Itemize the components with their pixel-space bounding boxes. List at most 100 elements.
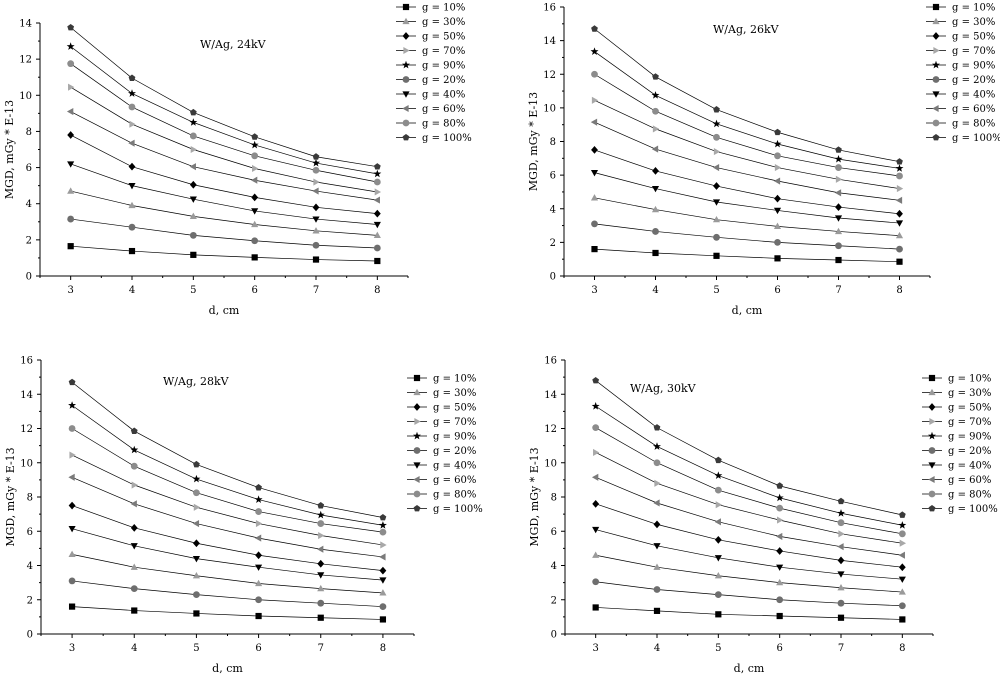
- series-line: [72, 606, 383, 620]
- data-point-marker: [651, 145, 659, 153]
- data-point-marker: [653, 563, 661, 570]
- data-point-marker: [774, 163, 782, 172]
- series-line: [595, 452, 903, 544]
- series-line: [70, 218, 378, 249]
- data-point-marker: [714, 456, 722, 464]
- legend-item: g = 50%: [922, 403, 991, 414]
- legend-marker: [933, 46, 940, 55]
- data-point-marker: [255, 484, 262, 491]
- legend-label: g = 70%: [948, 417, 991, 428]
- legend-item: g = 60%: [922, 475, 991, 486]
- legend-marker: [402, 91, 410, 98]
- data-point-marker: [776, 596, 784, 604]
- legend-item: g = 40%: [926, 90, 995, 101]
- chart-title: W/Ag, 28kV: [163, 375, 230, 388]
- legend-marker: [928, 388, 936, 396]
- data-point-marker: [653, 543, 661, 550]
- y-tick-label: 8: [27, 493, 33, 504]
- legend-item: g = 20%: [407, 446, 476, 457]
- series-line: [71, 428, 383, 533]
- data-point-marker: [130, 500, 137, 508]
- data-point-marker: [67, 23, 75, 31]
- data-point-marker: [317, 584, 325, 592]
- data-point-marker: [835, 256, 842, 264]
- data-point-marker: [837, 543, 844, 551]
- chart-panel-2: 0 2 4 6 8 10 12 14 16 3 4 5 6 7 8 d, cm MGD, mGy * E-13 W…: [527, 3, 1000, 318]
- data-point-marker: [898, 588, 906, 595]
- legend-label: g = 40%: [948, 461, 991, 472]
- series-1: [591, 246, 903, 265]
- data-point-marker: [774, 238, 781, 246]
- data-point-marker: [250, 140, 259, 149]
- legend-label: g = 90%: [433, 432, 476, 443]
- legend-label: g = 100%: [948, 504, 998, 515]
- series-5: [590, 47, 904, 172]
- data-point-marker: [775, 532, 783, 540]
- legend-item: g = 50%: [407, 403, 476, 414]
- legend-item: g = 50%: [396, 32, 465, 43]
- series-line: [71, 405, 383, 526]
- series-line: [594, 172, 900, 224]
- series-10: [67, 23, 381, 170]
- data-point-marker: [590, 47, 599, 55]
- data-point-marker: [312, 256, 320, 263]
- legend-label: g = 40%: [422, 90, 465, 101]
- data-point-marker: [898, 521, 907, 529]
- data-point-marker: [592, 578, 600, 586]
- legend-label: g = 50%: [948, 403, 991, 414]
- data-point-marker: [193, 539, 200, 548]
- legend-marker: [928, 403, 936, 411]
- legend-label: g = 60%: [952, 104, 995, 115]
- data-point-marker: [652, 228, 659, 235]
- legend-item: g = 80%: [926, 119, 995, 130]
- data-point-marker: [654, 479, 661, 487]
- data-point-marker: [837, 599, 845, 607]
- legend-label: g = 20%: [422, 75, 465, 86]
- y-tick-label: 8: [26, 127, 32, 138]
- series-2: [67, 187, 381, 238]
- legend-marker: [932, 133, 940, 141]
- series-2: [592, 551, 906, 595]
- data-point-marker: [591, 402, 600, 410]
- data-point-marker: [895, 164, 904, 172]
- data-point-marker: [712, 163, 720, 172]
- y-tick-label: 10: [543, 103, 556, 114]
- data-point-marker: [251, 220, 259, 228]
- series-line: [595, 476, 903, 556]
- series-line: [71, 476, 383, 558]
- data-point-marker: [896, 245, 903, 253]
- legend-marker: [402, 3, 410, 11]
- data-point-marker: [713, 252, 720, 259]
- data-point-marker: [251, 193, 259, 202]
- series-line: [595, 503, 903, 568]
- chart-title: W/Ag, 26kV: [713, 23, 780, 36]
- legend-item: g = 60%: [396, 104, 465, 115]
- legend-label: g = 30%: [422, 17, 465, 28]
- data-point-marker: [592, 424, 600, 432]
- y-axis-title: MGD, mGy * E-13: [527, 92, 540, 191]
- legend-label: g = 20%: [952, 75, 995, 86]
- data-point-marker: [835, 146, 842, 153]
- data-point-marker: [130, 445, 139, 454]
- data-point-marker: [374, 188, 382, 196]
- data-point-marker: [67, 60, 75, 68]
- series-1: [68, 603, 387, 623]
- data-point-marker: [251, 152, 259, 160]
- series-9: [592, 424, 906, 538]
- x-tick-label: 4: [129, 285, 135, 296]
- data-point-marker: [67, 161, 75, 168]
- series-line: [72, 580, 383, 607]
- data-point-marker: [130, 462, 138, 470]
- data-point-marker: [714, 471, 723, 479]
- x-tick-label: 5: [713, 285, 719, 296]
- x-tick-label: 7: [313, 285, 319, 296]
- y-tick-label: 10: [19, 91, 32, 102]
- data-point-marker: [837, 497, 845, 505]
- legend-item: g = 70%: [922, 417, 991, 428]
- x-tick-label: 6: [774, 285, 780, 296]
- data-point-marker: [130, 427, 138, 434]
- legend-item: g = 50%: [926, 32, 995, 43]
- series-line: [70, 86, 378, 193]
- series-10: [591, 25, 903, 165]
